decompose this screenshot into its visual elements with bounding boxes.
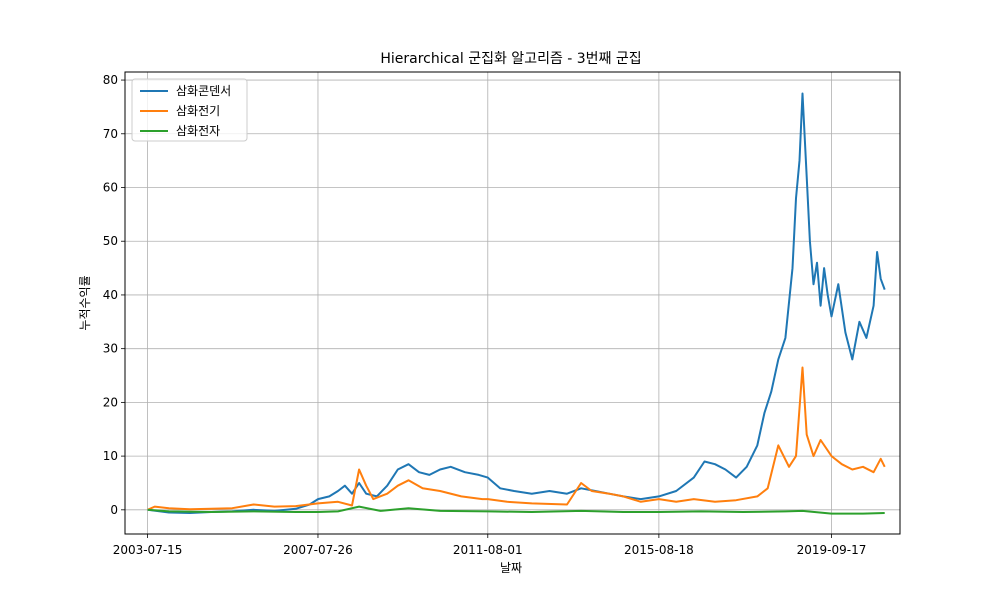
legend-label: 삼화콘덴서: [176, 84, 231, 98]
y-tick-label: 0: [110, 503, 118, 517]
series-layer: [147, 92, 886, 515]
x-axis: 2003-07-15 2007-07-26 2011-08-01 2015-08-18…: [113, 534, 867, 557]
grid: [125, 72, 900, 534]
y-tick-label: 40: [103, 288, 118, 302]
y-tick-label: 50: [103, 234, 118, 248]
x-tick-label: 2011-08-01: [453, 543, 523, 557]
legend-box: [131, 78, 248, 142]
plot-frame: [124, 71, 901, 535]
x-axis-label: 날짜: [500, 561, 522, 575]
y-axis: 0 10 20 30 40 50 60 70 80: [103, 73, 125, 517]
legend-label: 삼화전자: [176, 124, 220, 138]
y-axis-label: 누적수익률: [78, 275, 92, 330]
series-line-2: [147, 366, 886, 511]
y-tick-label: 30: [103, 342, 118, 356]
x-tick-label: 2007-07-26: [283, 543, 353, 557]
y-tick-label: 10: [103, 449, 118, 463]
series-line-3: [147, 505, 885, 515]
y-tick-label: 60: [103, 181, 118, 195]
x-tick-label: 2015-08-18: [624, 543, 694, 557]
legend-label: 삼화전기: [176, 104, 220, 118]
x-tick-label: 2003-07-15: [113, 543, 183, 557]
y-tick-label: 80: [103, 73, 118, 87]
chart-title: Hierarchical 군집화 알고리즘 - 3번째 군집: [380, 51, 641, 67]
x-tick-label: 2019-09-17: [797, 543, 867, 557]
y-tick-label: 70: [103, 127, 118, 141]
y-tick-label: 20: [103, 395, 118, 409]
